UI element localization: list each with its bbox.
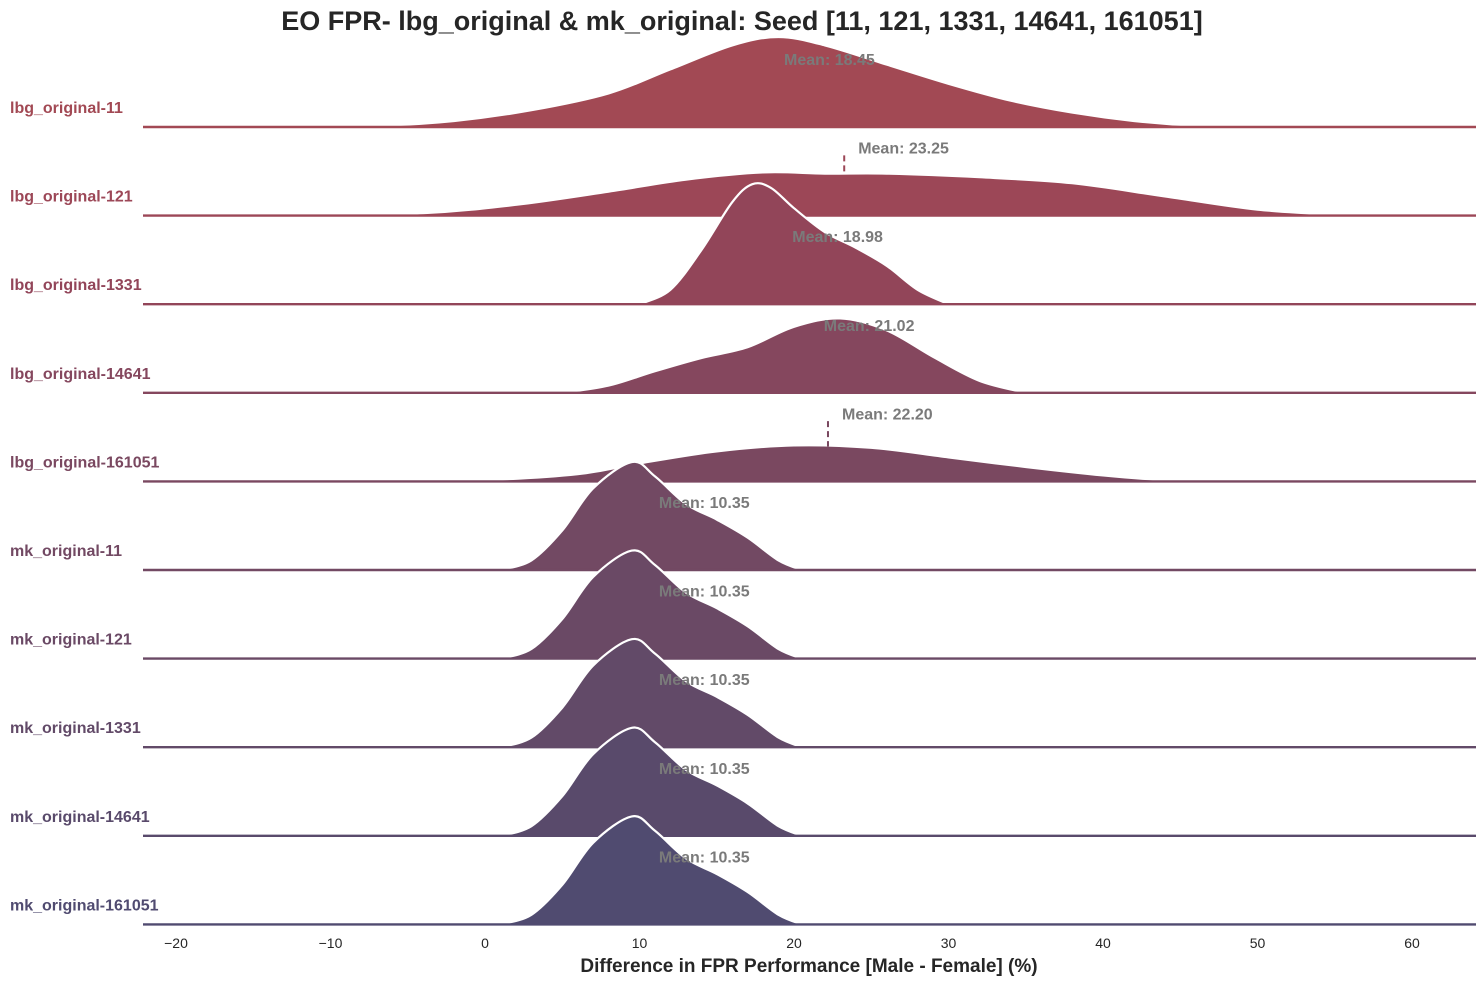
- row-label: lbg_original-1331: [10, 277, 142, 294]
- x-tick-label: 20: [786, 935, 802, 951]
- x-tick-label: 30: [941, 935, 957, 951]
- row-label: lbg_original-121: [10, 189, 133, 206]
- row-label: mk_original-1331: [10, 720, 141, 737]
- density-area: [500, 550, 802, 659]
- ridge-rows: Mean: 18.45 lbg_original-11 Mean: 23.25 lbg…: [10, 35, 1476, 926]
- density-outline: [500, 637, 803, 749]
- ridge-row: Mean: 10.35 mk_original-11: [10, 460, 1476, 572]
- ridge-row: Mean: 23.25 lbg_original-121: [10, 141, 1476, 217]
- ridge-row: Mean: 18.98 lbg_original-1331: [10, 182, 1476, 306]
- density-outline: [500, 726, 803, 837]
- mean-label: Mean: 18.98: [792, 229, 883, 246]
- mean-label: Mean: 18.45: [784, 52, 875, 69]
- mean-label: Mean: 10.35: [659, 584, 750, 601]
- mean-label: Mean: 10.35: [659, 672, 750, 689]
- density-area: [500, 638, 802, 748]
- x-tick-label: 40: [1095, 935, 1111, 951]
- ridge-row: Mean: 21.02 lbg_original-14641: [10, 317, 1476, 394]
- mean-label: Mean: 23.25: [858, 141, 949, 158]
- chart-title: EO FPR- lbg_original & mk_original: Seed…: [281, 6, 1202, 36]
- density-area: [299, 172, 1351, 216]
- density-area: [500, 727, 802, 836]
- ridge-row: Mean: 10.35 mk_original-121: [10, 549, 1476, 660]
- density-outline: [500, 549, 803, 660]
- row-label: mk_original-161051: [10, 897, 159, 914]
- row-label: mk_original-121: [10, 632, 132, 649]
- mean-label: Mean: 10.35: [659, 849, 750, 866]
- density-outline: [299, 171, 1351, 217]
- density-outline: [639, 182, 949, 306]
- density-area: [253, 37, 1258, 127]
- row-label: lbg_original-14641: [10, 366, 151, 383]
- ridge-row: Mean: 10.35 mk_original-1331: [10, 637, 1476, 749]
- density-area: [500, 816, 802, 925]
- density-area: [392, 445, 1227, 482]
- ridge-row: Mean: 10.35 mk_original-161051: [10, 815, 1476, 926]
- mean-label: Mean: 10.35: [659, 761, 750, 778]
- density-area: [562, 318, 1026, 393]
- row-label: mk_original-14641: [10, 809, 150, 826]
- density-outline: [500, 460, 803, 572]
- ridge-row: Mean: 18.45 lbg_original-11: [10, 35, 1476, 129]
- row-label: mk_original-11: [10, 543, 122, 560]
- row-label: lbg_original-11: [10, 100, 123, 117]
- x-tick-label: 10: [632, 935, 648, 951]
- x-axis-label: Difference in FPR Performance [Male - Fe…: [580, 956, 1037, 977]
- x-tick-label: −20: [164, 935, 188, 951]
- x-tick-label: 60: [1404, 935, 1420, 951]
- mean-label: Mean: 21.02: [824, 318, 915, 335]
- x-tick-label: 0: [481, 935, 489, 951]
- ridge-row: Mean: 22.20 lbg_original-161051: [10, 406, 1476, 483]
- density-outline: [253, 35, 1258, 129]
- density-area: [500, 461, 802, 570]
- mean-label: Mean: 10.35: [659, 495, 750, 512]
- row-label: lbg_original-161051: [10, 454, 159, 471]
- density-outline: [562, 317, 1027, 394]
- density-outline: [500, 815, 803, 926]
- density-area: [639, 183, 949, 305]
- density-outline: [392, 444, 1227, 483]
- x-tick-label: −10: [319, 935, 343, 951]
- mean-label: Mean: 22.20: [842, 406, 933, 423]
- x-tick-label: 50: [1250, 935, 1266, 951]
- ridge-row: Mean: 10.35 mk_original-14641: [10, 726, 1476, 837]
- x-axis: −20 −10 0 10 20 30 40 50 60: [164, 935, 1420, 951]
